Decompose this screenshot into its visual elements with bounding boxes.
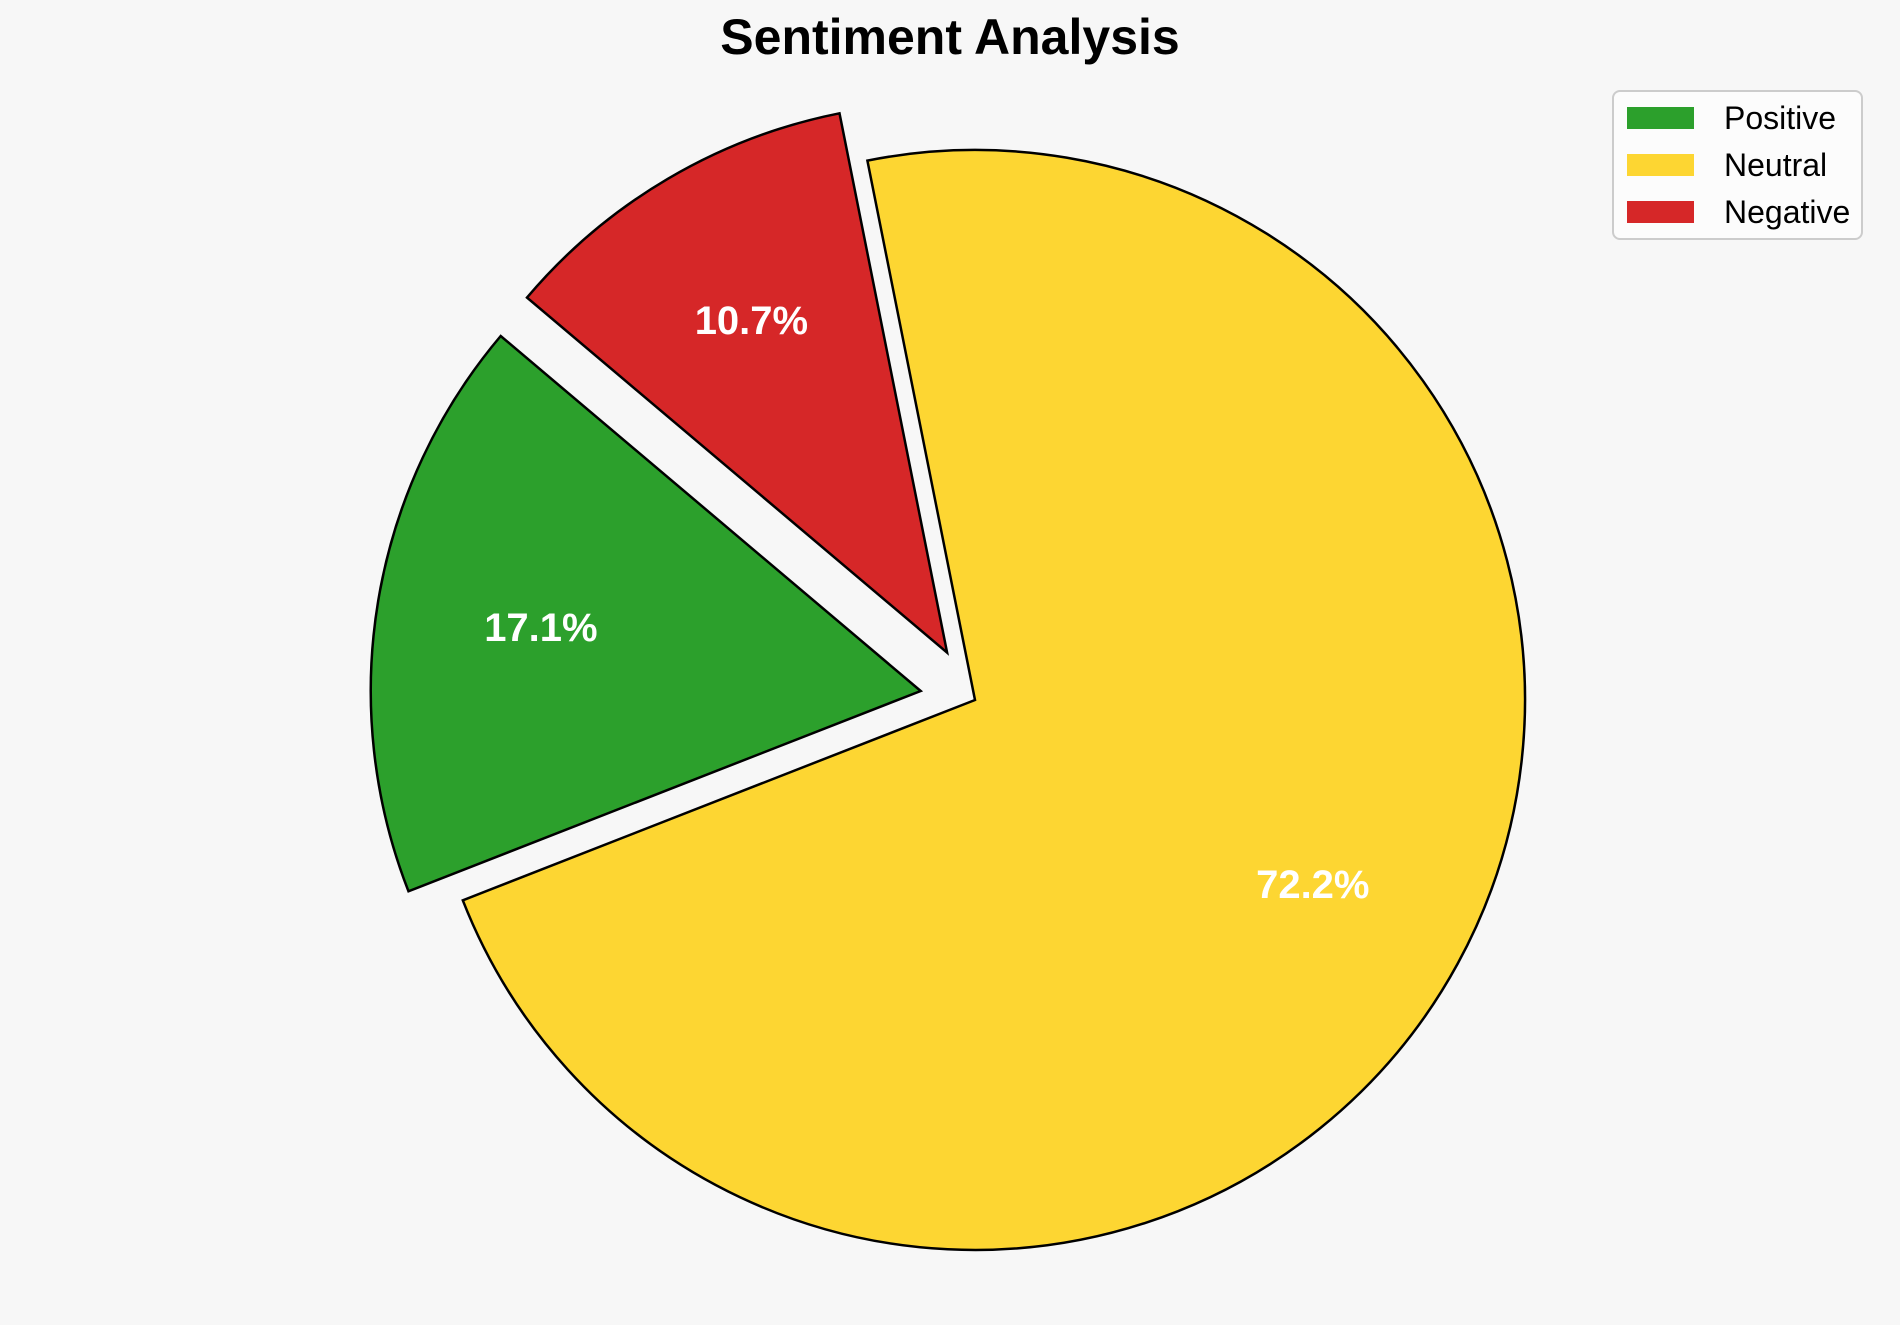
pie-slice-negative [525,111,950,656]
legend-swatch-positive [1627,107,1694,129]
legend-swatch-neutral [1627,154,1694,176]
pct-label-positive: 17.1% [484,606,597,650]
chart-title: Sentiment Analysis [720,9,1180,65]
pct-label-neutral: 72.2% [1256,863,1369,907]
legend-label-positive: Positive [1724,100,1837,136]
legend-swatch-negative [1627,201,1694,223]
legend-item-negative: Negative [1627,196,1861,228]
legend-label-negative: Negative [1724,194,1851,230]
legend-item-positive: Positive [1627,102,1861,134]
legend-item-neutral: Neutral [1627,149,1861,181]
pie-slice-neutral [461,148,1527,1252]
pct-label-negative: 10.7% [695,299,808,343]
pie-slice-positive [369,334,924,893]
legend: Positive Neutral Negative [1612,90,1863,240]
legend-label-neutral: Neutral [1724,147,1828,183]
